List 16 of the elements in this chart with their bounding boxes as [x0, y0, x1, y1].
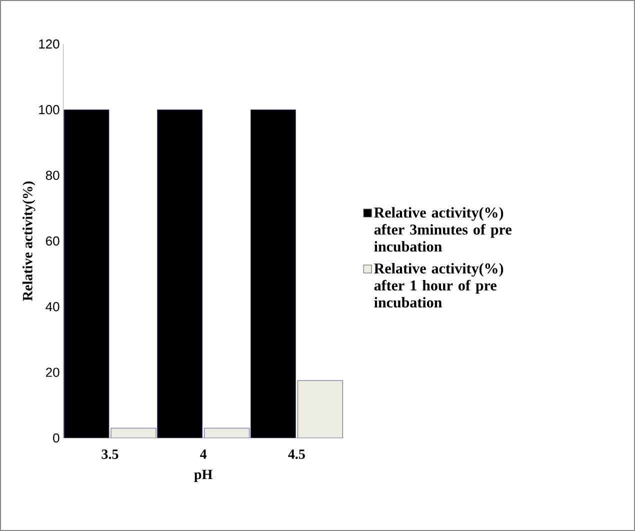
legend-label: Relative activity(%) after 3minutes of pre incubation [374, 207, 512, 252]
x-tick-label: 4.5 [288, 450, 305, 459]
y-tick-label: 80 [46, 170, 60, 180]
y-tick-label: 120 [39, 39, 60, 49]
y-tick-label: 60 [46, 236, 60, 246]
y-tick-label: 40 [46, 302, 60, 312]
bar [297, 380, 343, 438]
bar [204, 428, 250, 438]
x-tick-label: 4 [200, 450, 207, 459]
y-axis-title: Relative activity(%) [22, 182, 36, 301]
legend-label: Relative activity(%) after 1 hour of pre incubation [374, 263, 504, 308]
x-axis-title: pH [194, 470, 212, 482]
y-tick-label: 100 [39, 105, 60, 114]
y-tick-label: 20 [46, 368, 60, 377]
y-tick-label: 0 [53, 433, 60, 443]
x-tick-label: 3.5 [102, 450, 118, 460]
